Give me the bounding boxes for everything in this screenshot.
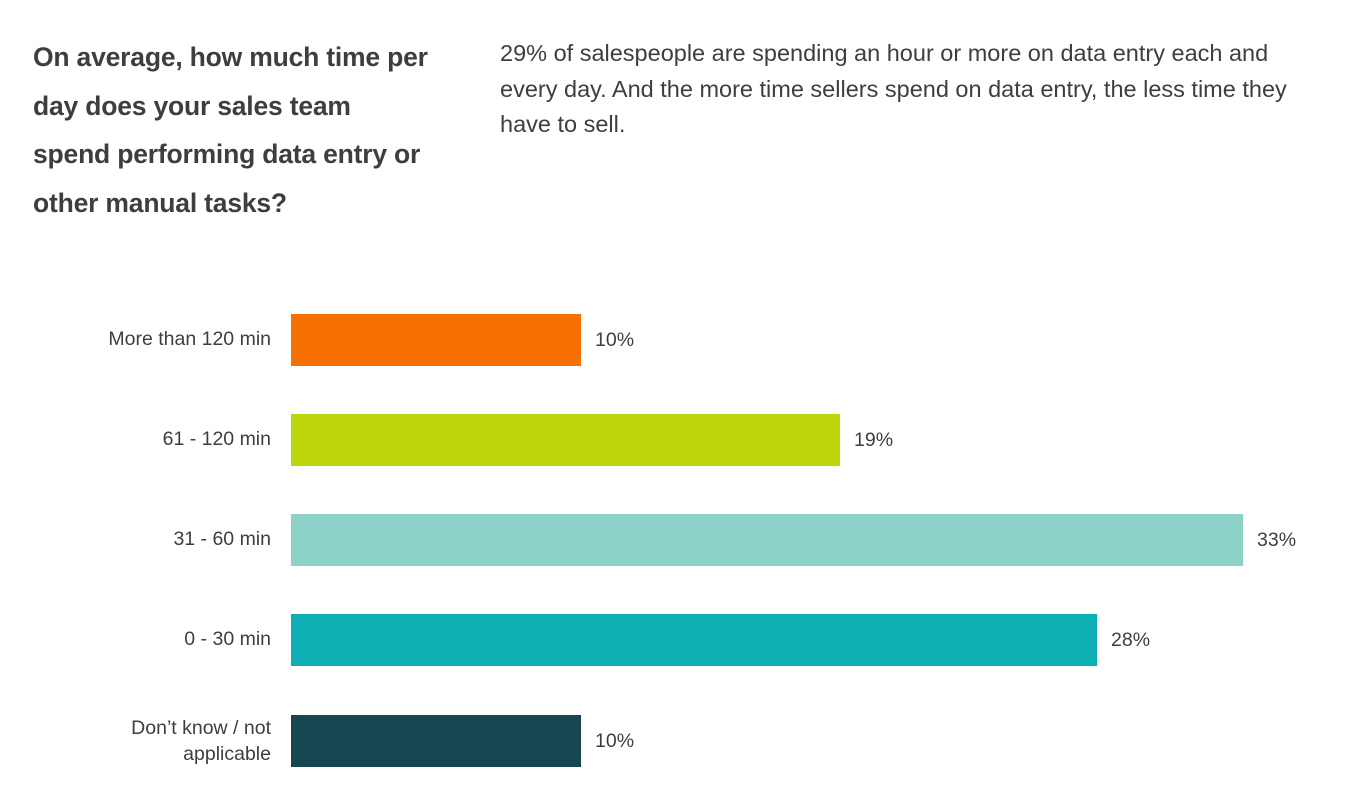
bar-segment (291, 414, 840, 466)
bar-category-label: More than 120 min (108, 328, 271, 350)
bar-value-label: 10% (595, 730, 635, 752)
bar-row: More than 120 min 10% (0, 314, 1356, 366)
bar-chart: More than 120 min 10% 61 - 120 min 19% 31 - … (0, 290, 1356, 802)
bar-segment (291, 715, 581, 767)
bar-segment (291, 514, 1243, 566)
bar-category-label: Don’t know / not applicable (131, 717, 271, 765)
bar-row: 31 - 60 min 33% (0, 514, 1356, 566)
intro-section: On average, how much time per day does y… (0, 0, 1356, 290)
bar-category-label: 0 - 30 min (184, 628, 271, 650)
bar-row: 61 - 120 min 19% (0, 414, 1356, 466)
bar-value-label: 33% (1257, 529, 1297, 551)
bar-category-label: 61 - 120 min (162, 428, 271, 450)
bar-segment (291, 614, 1097, 666)
bar-segment (291, 314, 581, 366)
bar-row: 0 - 30 min 28% (0, 614, 1356, 666)
bar-value-label: 28% (1111, 629, 1151, 651)
bar-row: Don’t know / not applicable 10% (0, 715, 1356, 767)
bar-value-label: 10% (595, 329, 635, 351)
page-title: On average, how much time per day does y… (33, 42, 428, 218)
bar-value-label: 19% (854, 429, 894, 451)
intro-paragraph: 29% of salespeople are spending an hour … (500, 40, 1287, 137)
bar-category-label: 31 - 60 min (173, 528, 271, 550)
